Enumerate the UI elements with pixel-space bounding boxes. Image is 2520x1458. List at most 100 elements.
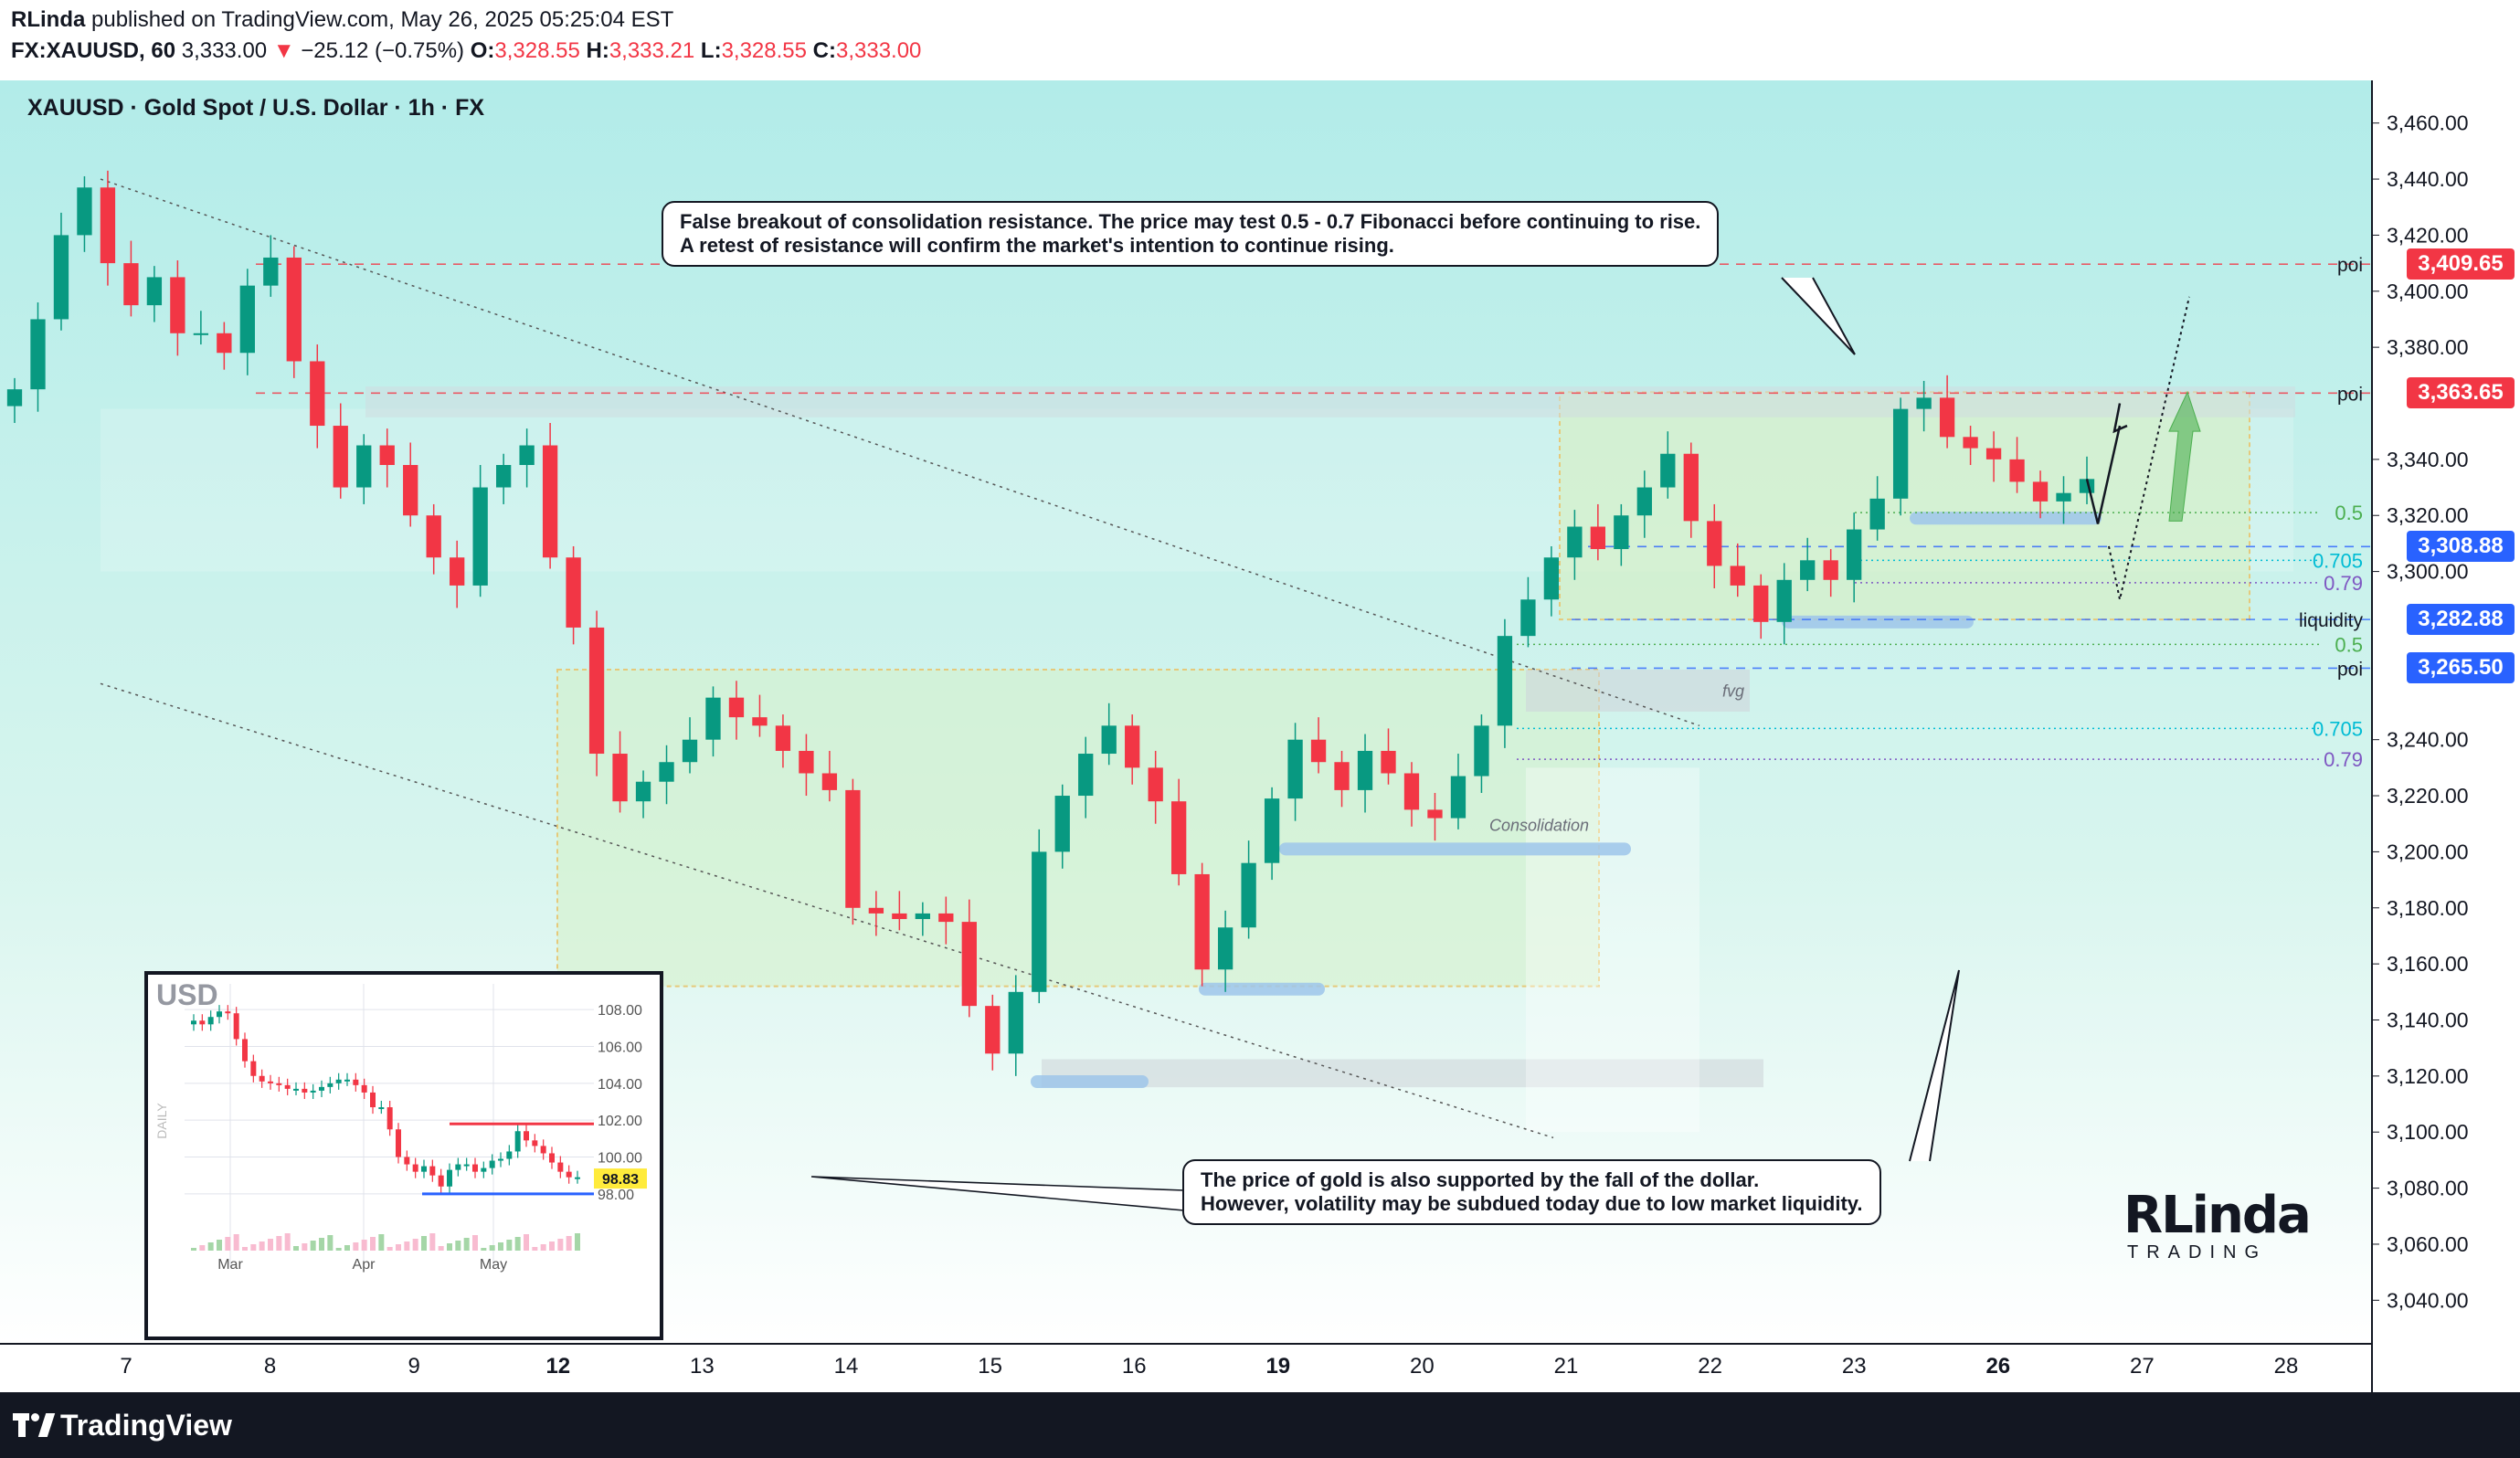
inset-volume-bar [532,1247,538,1251]
inset-candle-body [421,1166,427,1172]
inset-volume-bar [335,1248,342,1251]
liquidity-pill [1279,842,1631,856]
inset-volume-bar [344,1245,350,1251]
arrow-head-icon [2112,403,2128,434]
liquidity-pill [1910,512,2102,525]
annotation-dollar[interactable]: The price of gold is also supported by t… [1182,1159,1881,1225]
symbol-label[interactable]: FX:XAUUSD, 60 [11,38,176,63]
x-tick-label: 26 [1985,1354,2010,1379]
x-tick-label: 13 [690,1354,715,1379]
inset-volume-bar [489,1245,495,1251]
x-tick-label: 22 [1698,1354,1722,1379]
annotation-fib-retest[interactable]: False breakout of consolidation resistan… [662,201,1720,267]
candle-body [1101,725,1117,755]
inset-y-tick: 102.00 [598,1114,642,1129]
inset-candle-body [353,1079,359,1085]
inset-volume-bar [268,1239,273,1251]
annotation-text: False breakout of consolidation resistan… [680,210,1701,233]
chart-area[interactable]: fvg Consolidation poi poi liquidity poi 0.5 0.… [0,80,2520,1392]
price-chart-svg[interactable]: fvg Consolidation poi poi liquidity poi 0.5 0.… [0,80,2520,1392]
candle-body [30,319,46,390]
price-axis-background[interactable] [2372,80,2520,1392]
inset-volume-bar [319,1238,324,1251]
y-tick-label: 3,460.00 [2387,111,2469,135]
inset-y-tick: 100.00 [598,1151,642,1167]
candle-body [728,697,745,718]
inset-candle-body [207,1017,214,1025]
candle-body [682,739,698,763]
liquidity-pill [1199,982,1325,996]
inset-candle-body [225,1011,231,1014]
candle-body [1054,796,1070,852]
candle-body [752,717,768,726]
inset-volume-bar [472,1235,478,1251]
inset-volume-bar [276,1236,282,1251]
inset-y-tick: 98.00 [598,1188,634,1203]
footer-bar: TradingView [0,1392,2520,1458]
candle-body [6,389,23,407]
level-label-poi: poi [2337,659,2363,680]
annotation-text: The price of gold is also supported by t… [1201,1168,1760,1191]
fib-label: 0.5 [2335,502,2363,524]
fib-label: 0.5 [2335,633,2363,656]
candle-body [1450,776,1466,819]
y-tick-label: 3,120.00 [2387,1064,2469,1088]
author-name[interactable]: RLinda [11,7,86,32]
chart-header: RLinda published on TradingView.com, May… [0,0,2520,80]
inset-volume-bar [396,1244,401,1251]
inset-candle-body [284,1084,291,1089]
candle-body [2056,492,2071,502]
inset-candle-body [447,1169,452,1187]
y-tick-label: 3,100.00 [2387,1120,2469,1144]
candle-body [1334,762,1350,790]
candle-body [333,426,348,488]
candle-body [705,697,721,740]
candle-body [1310,739,1327,763]
inset-volume-bar [293,1246,299,1251]
candle-body [1847,529,1862,580]
inset-candle-body [319,1086,324,1091]
y-tick-label: 3,400.00 [2387,280,2469,303]
candle-body [1776,579,1792,622]
candle-body [1474,725,1489,777]
inset-volume-bar [421,1236,427,1251]
green-up-arrow-icon [2168,390,2201,522]
candle-body [1660,453,1676,488]
candle-body [2009,459,2025,482]
candle-body [2032,481,2049,502]
time-axis-background[interactable] [0,1344,2372,1392]
y-tick-label: 3,420.00 [2387,223,2469,247]
candle-body [799,750,814,774]
callout-tail [1909,969,1960,1162]
inset-volume-bar [250,1244,257,1251]
level-label-poi: poi [2337,255,2363,276]
x-tick-label: 20 [1410,1354,1435,1379]
inset-candle-body [361,1084,367,1093]
inset-candle-body [344,1079,350,1082]
tradingview-logo[interactable]: TradingView [13,1409,232,1442]
inset-volume-bar [353,1242,359,1251]
candle-body [379,445,395,465]
level-label-liquidity: liquidity [2299,610,2364,631]
level-label-poi: poi [2337,384,2363,405]
high-label: H: [586,38,609,63]
price-badge: 3,363.65 [2407,377,2515,409]
chart-title: XAUUSD · Gold Spot / U.S. Dollar · 1h · … [27,95,485,121]
inset-candle-body [540,1146,546,1154]
inset-candle-body [302,1088,308,1093]
candle-body [821,773,838,790]
candle-body [1707,521,1722,566]
candle-body [845,789,861,908]
x-tick-label: 12 [545,1354,570,1379]
inset-candle-body [396,1129,401,1157]
inset-candle-body [575,1177,580,1179]
candle-body [1800,560,1816,580]
callout-tail [810,1176,1185,1211]
inset-volume-bar [498,1242,503,1251]
tradingview-mark-icon [13,1413,56,1437]
candle-body [1939,397,1955,438]
y-tick-label: 3,160.00 [2387,952,2469,976]
inset-candle-body [489,1160,495,1168]
inset-volume-bar [447,1243,452,1251]
inset-candle-body [217,1011,222,1018]
